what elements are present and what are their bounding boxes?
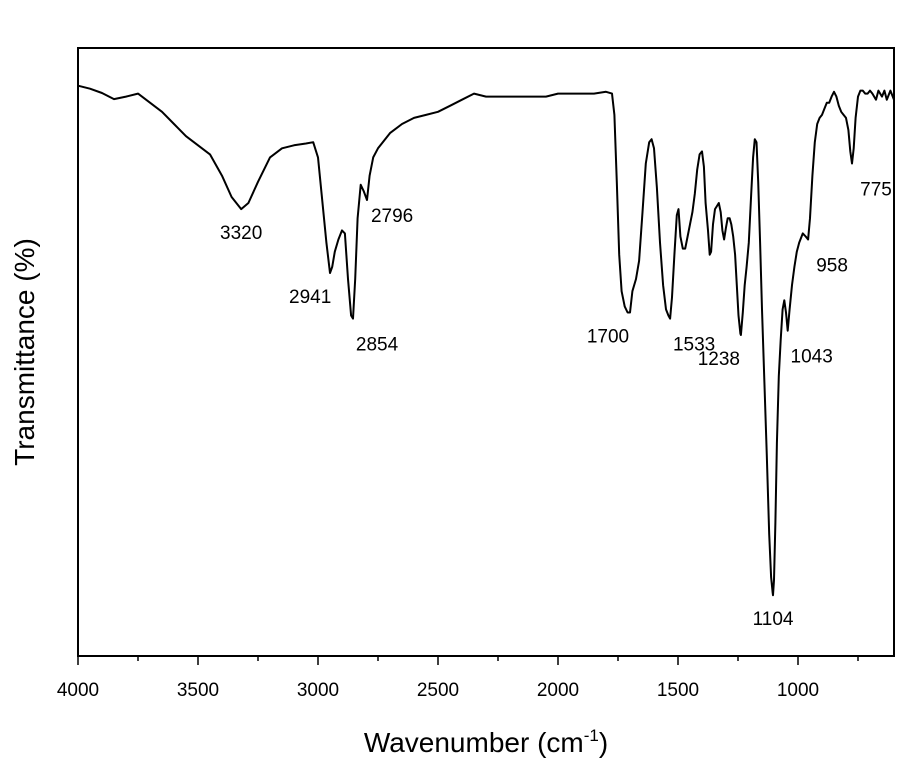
peak-label-2854: 2854 <box>356 335 399 356</box>
peak-label-2796: 2796 <box>371 206 413 227</box>
x-axis-title-main: Wavenumber (cm <box>364 727 584 758</box>
peak-label-1700: 1700 <box>587 326 629 347</box>
x-axis-ticks: 4000 3500 3000 2500 2000 1500 1000 <box>57 656 859 701</box>
peak-label-1533: 1533 <box>673 335 715 356</box>
peak-label-3320: 3320 <box>220 223 262 244</box>
peak-label-775: 775 <box>860 180 892 201</box>
peak-label-1104: 1104 <box>753 609 794 630</box>
plot-frame <box>77 47 895 657</box>
peak-label-1238: 1238 <box>698 349 740 370</box>
x-axis-title: Wavenumber (cm-1) <box>364 726 608 758</box>
x-axis-title-superscript: -1 <box>584 726 599 745</box>
x-axis-title-tail: ) <box>599 727 608 758</box>
x-tick-label-3500: 3500 <box>177 680 219 701</box>
y-axis-title: Transmittance (%) <box>9 238 40 466</box>
x-tick-label-1500: 1500 <box>657 680 699 701</box>
x-tick-label-2500: 2500 <box>417 680 459 701</box>
x-tick-label-3000: 3000 <box>297 680 339 701</box>
x-tick-label-1000: 1000 <box>777 680 819 701</box>
spectrum-series-line <box>77 84 895 597</box>
peak-label-958: 958 <box>816 256 848 277</box>
peak-label-2941: 2941 <box>289 287 331 308</box>
peak-label-1043: 1043 <box>791 347 833 368</box>
x-tick-label-2000: 2000 <box>537 680 579 701</box>
x-tick-label-4000: 4000 <box>57 680 99 701</box>
